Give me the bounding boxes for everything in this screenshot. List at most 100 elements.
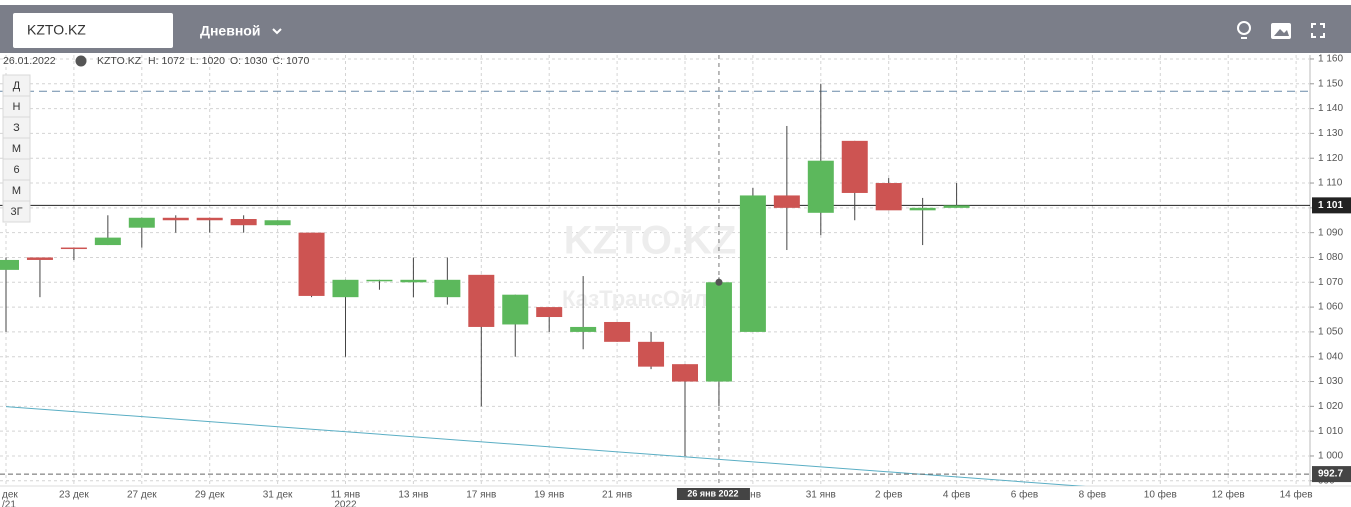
symbol-input[interactable]: [13, 13, 173, 48]
y-tick-label: 1 010: [1318, 426, 1343, 437]
range-button-label: Д: [13, 80, 21, 92]
watermark-symbol: KZTO.KZ: [564, 219, 737, 263]
candle-body: [434, 279, 461, 298]
legend-ohlc-label: L:: [190, 55, 199, 67]
watermark-company: КазТрансОйл: [562, 286, 708, 311]
legend-ohlc-value: 1020: [202, 55, 226, 67]
price-tag-label: 1 101: [1318, 200, 1343, 211]
legend-ohlc-label: C:: [272, 55, 283, 67]
candle-body: [162, 217, 189, 221]
idea-icon[interactable]: [1237, 21, 1251, 39]
y-tick-label: 1 140: [1318, 103, 1343, 114]
legend-ohlc-value: 1030: [244, 55, 268, 67]
candle-body: [502, 294, 529, 325]
candle-body: [875, 183, 902, 211]
x-tick-label: дек: [2, 490, 18, 501]
range-button-label: М: [12, 143, 21, 155]
x-tick-label: 14 фев: [1280, 489, 1313, 501]
x-tick-label: 17 янв: [466, 490, 496, 501]
candle-body: [366, 279, 393, 282]
y-tick-label: 1 040: [1318, 351, 1343, 362]
trend-line: [5, 406, 1086, 486]
y-tick-label: 1 060: [1318, 302, 1343, 313]
interval-select[interactable]: Дневной: [200, 23, 260, 39]
legend-ohlc-label: O:: [230, 55, 241, 67]
candle-body: [264, 220, 291, 226]
y-tick-label: 1 000: [1318, 451, 1343, 462]
range-button[interactable]: [2, 200, 31, 223]
candle-body: [705, 282, 732, 382]
legend-ohlc-value: 1072: [162, 55, 186, 67]
symbol-input-text: KZTO.KZ: [27, 22, 86, 38]
x-tick-label: 27 дек: [127, 490, 157, 501]
candle-body: [128, 217, 155, 228]
legend-date: 26.01.2022: [3, 55, 56, 67]
candle-body: [739, 195, 766, 332]
candle-body: [638, 341, 665, 367]
plot-area: KZTO.KZ КазТрансОйл: [0, 55, 1310, 486]
candle-body: [60, 247, 87, 250]
candle-body: [773, 195, 800, 208]
dropdown-chevron[interactable]: [272, 28, 282, 35]
crosshair-tag-label: 26 янв 2022: [687, 488, 738, 498]
candle-body: [230, 219, 257, 226]
crosshair-tag: [676, 488, 750, 500]
x-tick-label: 4 фев: [943, 489, 970, 501]
candle-body: [0, 259, 19, 270]
y-tick-label: 1 120: [1318, 153, 1343, 164]
x-tick-label: 10 фев: [1144, 489, 1177, 501]
x-tick-label: 31 янв: [806, 490, 836, 501]
y-tick-label: 1 130: [1318, 128, 1343, 139]
top-bar: [0, 5, 1351, 53]
candle-body: [400, 279, 427, 283]
y-tick-label: 1 020: [1318, 401, 1343, 412]
price-tag: [1312, 466, 1351, 483]
x-sublabel: /21: [2, 500, 16, 507]
x-tick-label: 13 янв: [398, 490, 428, 501]
range-button-label: 6: [13, 164, 19, 176]
legend-ohlc-value: 1070: [286, 55, 310, 67]
candle-body: [468, 274, 495, 327]
fullscreen-icon[interactable]: [1311, 23, 1325, 38]
candle-body: [672, 364, 698, 382]
x-tick-label: 8 фев: [1079, 489, 1106, 501]
range-button-label: Н: [13, 101, 21, 113]
snapshot-icon[interactable]: [1271, 23, 1291, 39]
y-tick-label: 1 090: [1318, 227, 1343, 238]
candle-body: [570, 326, 597, 332]
y-tick-label: 1 110: [1318, 178, 1343, 189]
candle-body: [536, 307, 563, 318]
x-tick-label: 2 фев: [875, 489, 902, 501]
x-tick-label: янв: [745, 490, 761, 501]
y-tick-label: 1 160: [1318, 54, 1343, 65]
x-tick-label: 21 янв: [602, 490, 632, 501]
range-button-label: З: [13, 122, 20, 134]
candle-body: [332, 279, 359, 298]
x-tick-label: 31 дек: [263, 490, 293, 501]
candle-body: [196, 217, 223, 221]
legend-symbol: KZTO.KZ: [97, 55, 142, 67]
price-tag: [1312, 197, 1351, 214]
legend-ohlc-label: H:: [148, 55, 159, 67]
candle-body: [604, 321, 631, 342]
x-tick-label: 6 фев: [1011, 489, 1038, 501]
y-tick-label: 1 030: [1318, 376, 1343, 387]
y-tick-label: 1 150: [1318, 78, 1343, 89]
x-tick-label: 23 дек: [59, 490, 89, 501]
crosshair-dot: [715, 278, 723, 286]
candle-body: [26, 257, 53, 260]
range-button-label: М: [12, 185, 21, 197]
range-button-label: 3Г: [10, 206, 22, 218]
candle-body: [298, 232, 325, 296]
x-sublabel: 2022: [334, 500, 357, 507]
price-tag-label: 992.7: [1318, 469, 1343, 480]
x-tick-label: 29 дек: [195, 490, 225, 501]
candle-body: [841, 140, 868, 193]
candle-body: [94, 237, 121, 246]
y-tick-label: 1 070: [1318, 277, 1343, 288]
x-tick-label: 19 янв: [534, 490, 564, 501]
x-tick-label: 12 фев: [1212, 489, 1245, 501]
y-tick-label: 1 080: [1318, 252, 1343, 263]
